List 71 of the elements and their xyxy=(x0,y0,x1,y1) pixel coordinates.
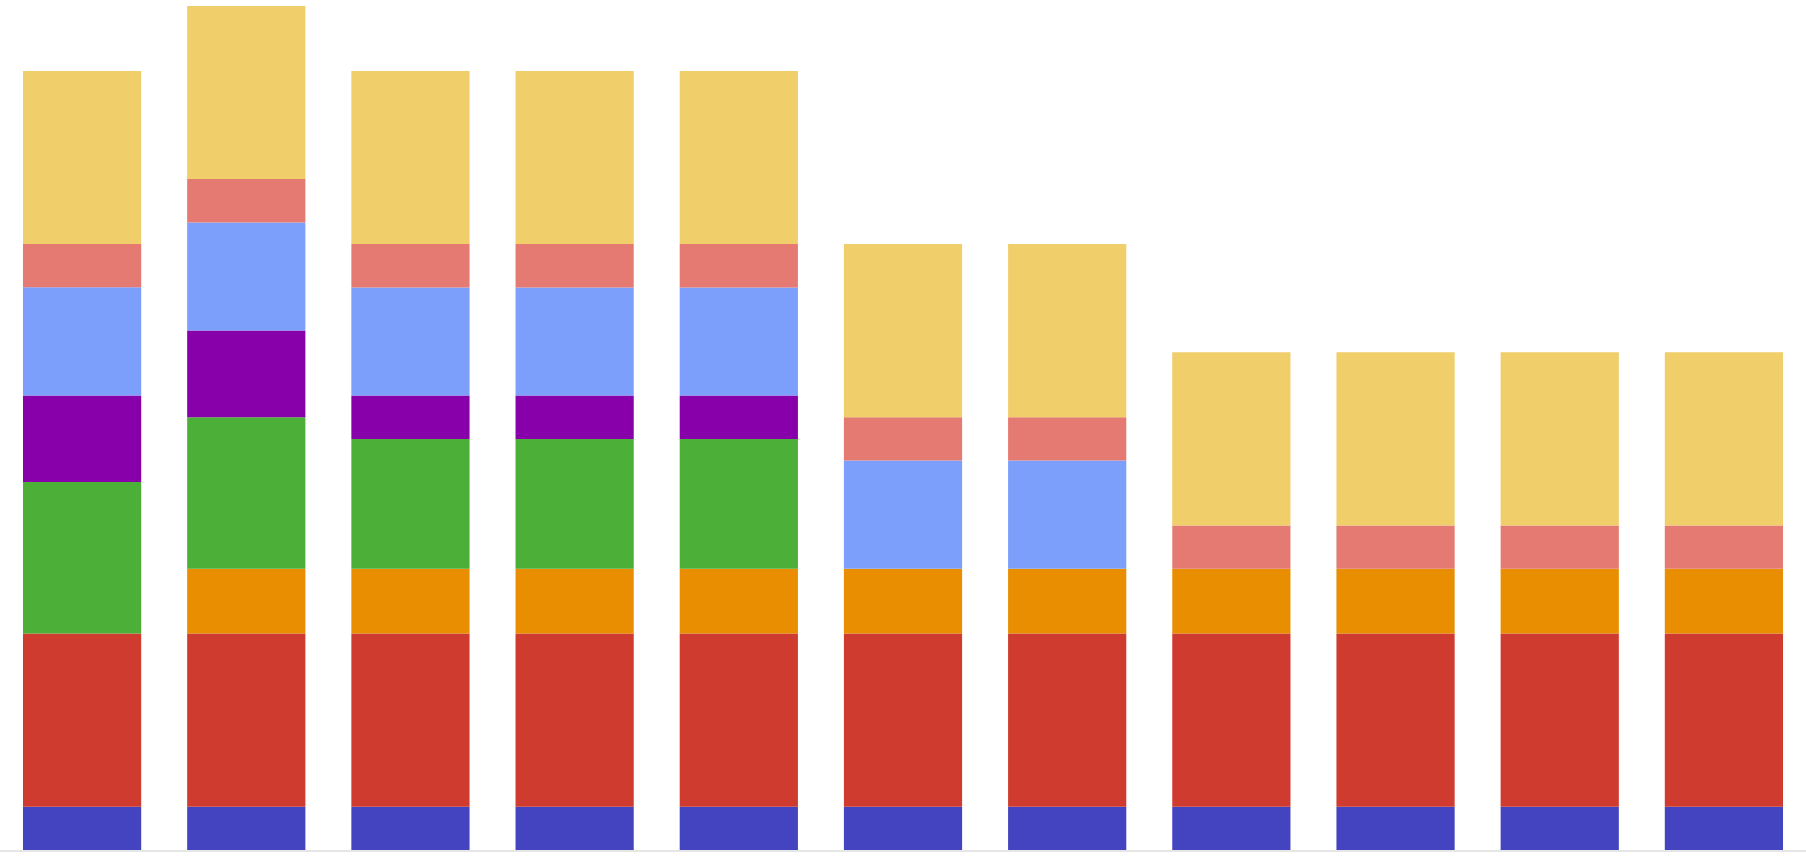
bar xyxy=(22,633,142,807)
bar xyxy=(1336,568,1455,634)
bar xyxy=(1664,352,1784,526)
bar xyxy=(1008,460,1127,569)
bar xyxy=(22,70,142,245)
bar xyxy=(1172,525,1291,569)
bar xyxy=(679,568,798,634)
bar xyxy=(1172,352,1291,526)
bar xyxy=(1500,633,1619,807)
bar xyxy=(1500,806,1619,850)
bar xyxy=(515,244,634,288)
bar xyxy=(187,568,306,634)
bar xyxy=(843,568,963,634)
bar xyxy=(679,244,798,288)
bar xyxy=(351,70,470,245)
bar xyxy=(187,417,306,569)
bar xyxy=(1500,352,1619,526)
bar xyxy=(515,806,634,850)
bar xyxy=(679,806,798,850)
bar xyxy=(1336,633,1455,807)
bar xyxy=(515,438,634,569)
bar xyxy=(515,395,634,439)
bar xyxy=(22,395,142,483)
bar xyxy=(187,806,306,850)
bar xyxy=(1336,806,1455,850)
bar xyxy=(679,633,798,807)
bar xyxy=(843,806,963,850)
bar xyxy=(679,70,798,245)
bar xyxy=(1500,525,1619,569)
bar xyxy=(22,482,142,634)
bar xyxy=(843,417,963,461)
bar xyxy=(1664,568,1784,634)
bar xyxy=(22,806,142,850)
bar xyxy=(351,806,470,850)
bar xyxy=(679,395,798,439)
bar xyxy=(1664,633,1784,807)
bar xyxy=(351,438,470,569)
bar xyxy=(1008,806,1127,850)
bar xyxy=(1336,352,1455,526)
bar xyxy=(187,179,306,223)
bar xyxy=(515,568,634,634)
bar xyxy=(843,633,963,807)
bar xyxy=(1008,244,1127,418)
bar xyxy=(187,330,306,418)
bar xyxy=(351,568,470,634)
bar xyxy=(351,244,470,288)
bar xyxy=(351,633,470,807)
bar xyxy=(351,287,470,396)
bar xyxy=(351,395,470,439)
bar xyxy=(1008,417,1127,461)
bar xyxy=(515,70,634,245)
bar xyxy=(1172,633,1291,807)
bar xyxy=(679,438,798,569)
bar xyxy=(1172,806,1291,850)
bar xyxy=(1500,568,1619,634)
bar xyxy=(187,633,306,807)
bar xyxy=(843,244,963,418)
bar xyxy=(22,244,142,288)
bar xyxy=(515,633,634,807)
bar xyxy=(1008,568,1127,634)
bar xyxy=(1172,568,1291,634)
bar xyxy=(1664,525,1784,569)
bar xyxy=(1008,633,1127,807)
bar xyxy=(679,287,798,396)
bar xyxy=(22,287,142,396)
bar xyxy=(1336,525,1455,569)
bar xyxy=(187,222,306,331)
bar xyxy=(1664,806,1784,850)
bar xyxy=(515,287,634,396)
bar xyxy=(187,6,306,180)
bar xyxy=(843,460,963,569)
